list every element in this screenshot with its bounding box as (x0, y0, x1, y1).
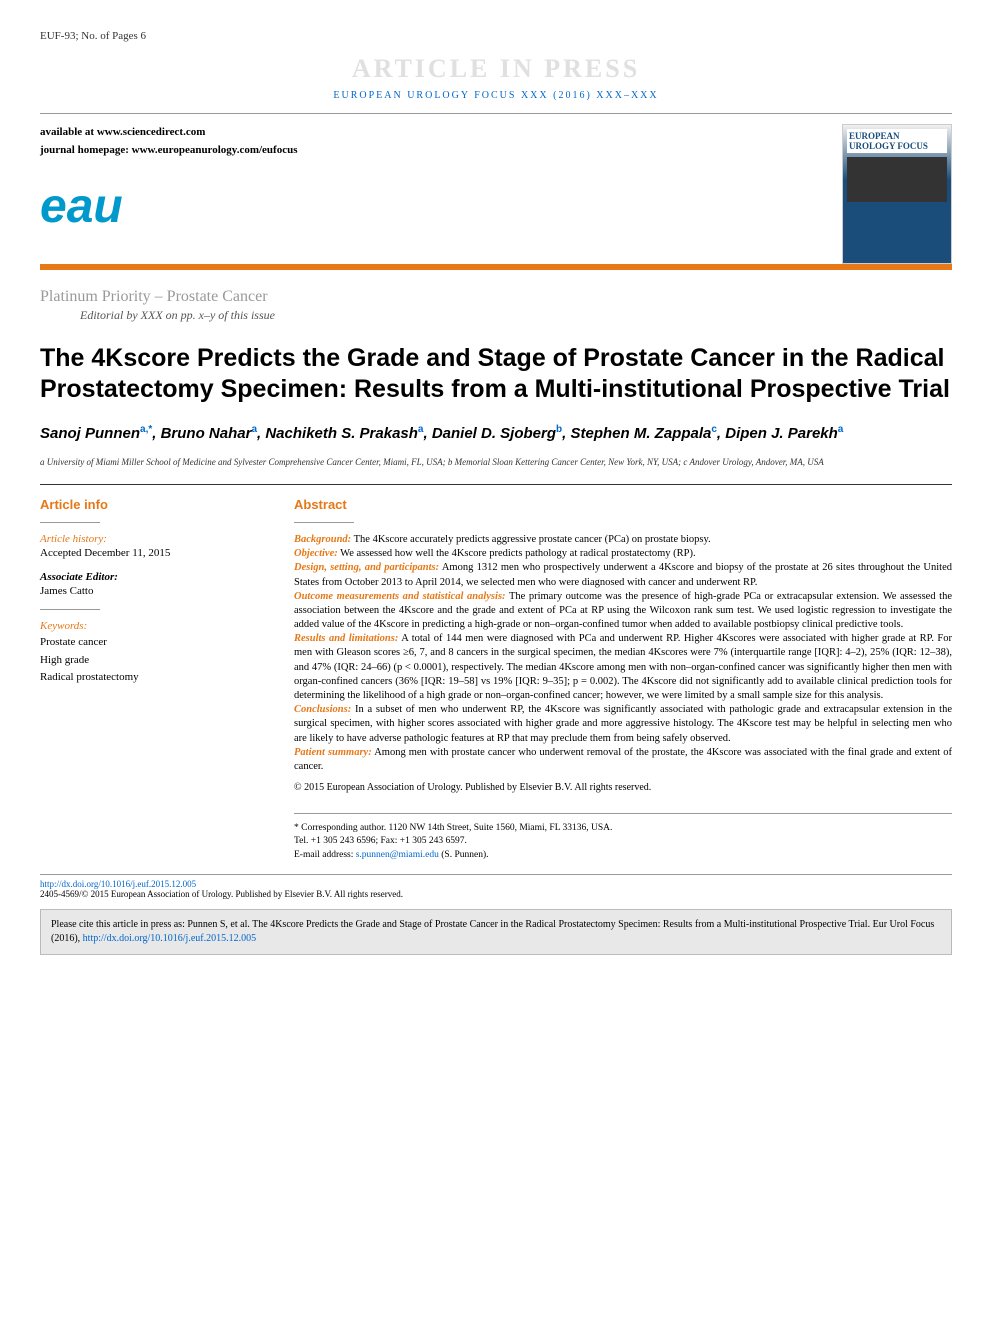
keyword: Prostate cancer (40, 634, 270, 652)
email-link[interactable]: s.punnen@miami.edu (356, 850, 439, 860)
article-info-column: Article info Article history: Accepted D… (40, 497, 270, 862)
author: Sanoj Punnena,* (40, 425, 152, 442)
citation-box: Please cite this article in press as: Pu… (40, 909, 952, 955)
history-text: Accepted December 11, 2015 (40, 547, 270, 559)
divider (40, 113, 952, 114)
affiliations: a University of Miami Miller School of M… (40, 456, 952, 469)
editor-name: James Catto (40, 585, 270, 597)
content-columns: Article info Article history: Accepted D… (40, 497, 952, 862)
abstract-section-label: Patient summary: (294, 747, 372, 758)
available-at: available at www.sciencedirect.com (40, 124, 298, 142)
corresponding-author: * Corresponding author. 1120 NW 14th Str… (294, 813, 952, 862)
abstract-body: Background: The 4Kscore accurately predi… (294, 533, 952, 774)
divider (294, 522, 354, 523)
keyword: High grade (40, 652, 270, 670)
email-label: E-mail address: (294, 850, 356, 860)
history-label: Article history: (40, 533, 270, 545)
author: Bruno Nahara (161, 425, 257, 442)
article-in-press-watermark: ARTICLE IN PRESS (40, 54, 952, 84)
abstract-section-text: We assessed how well the 4Kscore predict… (340, 548, 695, 559)
abstract-column: Abstract Background: The 4Kscore accurat… (294, 497, 952, 862)
article-info-heading: Article info (40, 497, 270, 512)
author: Stephen M. Zappalac (570, 425, 716, 442)
abstract-section-label: Design, setting, and participants: (294, 562, 439, 573)
journal-info-row: available at www.sciencedirect.com journ… (40, 124, 952, 264)
footer: http://dx.doi.org/10.1016/j.euf.2015.12.… (40, 874, 952, 899)
author: Nachiketh S. Prakasha (265, 425, 423, 442)
doi-link[interactable]: http://dx.doi.org/10.1016/j.euf.2015.12.… (40, 879, 196, 889)
abstract-section-label: Outcome measurements and statistical ana… (294, 591, 506, 602)
orange-divider-bar (40, 264, 952, 270)
header-block: EUF-93; No. of Pages 6 (40, 30, 952, 46)
citation-doi-link[interactable]: http://dx.doi.org/10.1016/j.euf.2015.12.… (83, 933, 256, 944)
keywords-label: Keywords: (40, 620, 270, 632)
keyword: Radical prostatectomy (40, 669, 270, 687)
journal-reference: EUROPEAN UROLOGY FOCUS XXX (2016) XXX–XX… (40, 90, 952, 101)
keywords-list: Prostate cancerHigh gradeRadical prostat… (40, 634, 270, 687)
journal-homepage: journal homepage: www.europeanurology.co… (40, 142, 298, 160)
corresponding-email-line: E-mail address: s.punnen@miami.edu (S. P… (294, 849, 952, 862)
editor-label: Associate Editor: (40, 571, 270, 583)
cover-title: EUROPEAN UROLOGY FOCUS (847, 129, 947, 153)
email-author-name: (S. Punnen). (439, 850, 489, 860)
issn-copyright: 2405-4569/© 2015 European Association of… (40, 889, 952, 899)
abstract-section-label: Background: (294, 534, 351, 545)
abstract-section-label: Objective: (294, 548, 338, 559)
divider (40, 609, 100, 610)
abstract-section-text: In a subset of men who underwent RP, the… (294, 704, 952, 743)
divider (40, 484, 952, 485)
author: Daniel D. Sjobergb (432, 425, 562, 442)
eau-logo: eau (40, 179, 298, 234)
copyright-line: © 2015 European Association of Urology. … (294, 782, 952, 793)
article-title: The 4Kscore Predicts the Grade and Stage… (40, 343, 952, 406)
journal-cover-thumbnail: EUROPEAN UROLOGY FOCUS (842, 124, 952, 264)
abstract-section-text: Among men with prostate cancer who under… (294, 747, 952, 772)
abstract-section-label: Results and limitations: (294, 633, 398, 644)
editorial-note: Editorial by XXX on pp. x–y of this issu… (80, 308, 952, 323)
divider (40, 522, 100, 523)
abstract-section-text: The 4Kscore accurately predicts aggressi… (354, 534, 711, 545)
corresponding-address: * Corresponding author. 1120 NW 14th Str… (294, 822, 952, 835)
abstract-heading: Abstract (294, 497, 952, 512)
abstract-section-label: Conclusions: (294, 704, 351, 715)
corresponding-tel: Tel. +1 305 243 6596; Fax: +1 305 243 65… (294, 835, 952, 848)
author: Dipen J. Parekha (725, 425, 843, 442)
authors-list: Sanoj Punnena,*, Bruno Nahara, Nachiketh… (40, 424, 952, 442)
cover-image (847, 157, 947, 202)
section-label: Platinum Priority – Prostate Cancer (40, 288, 952, 306)
document-id: EUF-93; No. of Pages 6 (40, 30, 952, 42)
